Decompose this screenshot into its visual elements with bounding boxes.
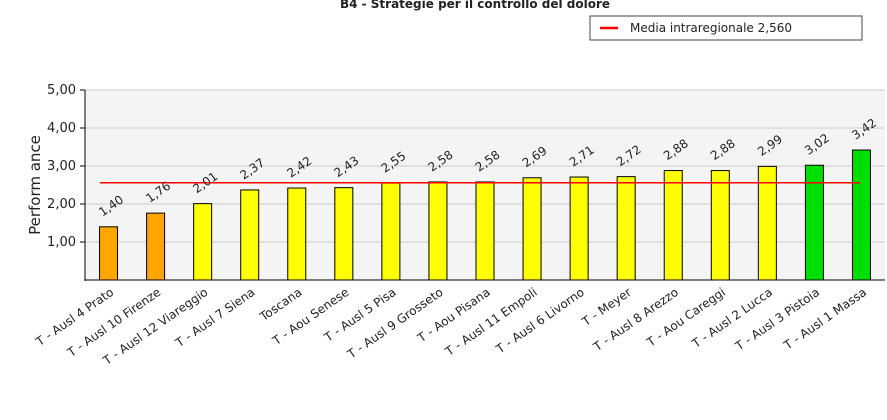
category-label: T - Ausl 3 Pistoia xyxy=(732,285,822,354)
legend-box xyxy=(589,15,863,41)
bar xyxy=(663,170,683,281)
bar xyxy=(569,176,589,281)
bar xyxy=(240,189,260,281)
bar xyxy=(475,181,495,281)
bar xyxy=(99,226,119,281)
y-tick-label: 3,00 xyxy=(47,159,76,174)
legend-label: Media intraregionale 2,560 xyxy=(630,21,792,35)
legend: Media intraregionale 2,560 xyxy=(589,15,863,41)
category-label: T - Ausl 8 Arezzo xyxy=(590,285,681,354)
category-label: T - Aou Careggi xyxy=(643,285,728,350)
y-tick-label: 2,00 xyxy=(47,197,76,212)
axes xyxy=(84,90,885,281)
category-label: T - Ausl 6 Livorno xyxy=(493,285,587,357)
bar xyxy=(851,149,871,281)
y-tick-labels: 1,00 2,00 3,00 4,00 5,00 xyxy=(47,83,85,250)
bar xyxy=(616,176,636,281)
bar xyxy=(287,187,307,281)
bar xyxy=(381,182,401,281)
category-label: T - Ausl 7 Siena xyxy=(172,285,257,351)
bar xyxy=(710,170,730,281)
y-tick-label: 4,00 xyxy=(47,121,76,136)
bar xyxy=(146,212,166,281)
bar xyxy=(334,187,354,281)
category-label: T - Ausl 1 Massa xyxy=(780,285,869,353)
y-tick-label: 5,00 xyxy=(47,83,76,98)
bars xyxy=(99,149,871,281)
chart-title: B4 - Strategie per il controllo del dolo… xyxy=(340,0,610,11)
y-axis-label: Perform ance xyxy=(26,135,44,235)
category-label: T - Ausl 4 Prato xyxy=(33,285,117,349)
y-tick-label: 1,00 xyxy=(47,235,76,250)
bar xyxy=(428,181,448,281)
bar xyxy=(193,203,213,281)
bar xyxy=(522,177,542,281)
